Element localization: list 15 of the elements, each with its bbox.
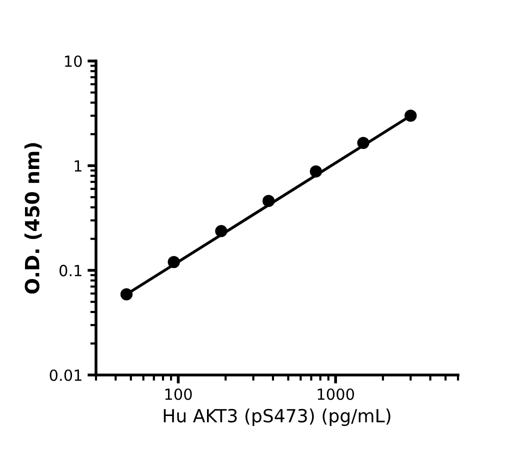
point	[168, 256, 180, 268]
x-tick-label: 100	[165, 388, 192, 400]
point	[215, 225, 228, 238]
y-axis-title: O.D. (450 nm)	[24, 143, 42, 294]
y-tick-label: 0.01	[50, 369, 82, 382]
point	[262, 194, 275, 208]
y-tick-label: 1	[74, 160, 82, 172]
point	[310, 165, 322, 178]
x-tick-label: 1000	[318, 388, 354, 400]
point	[357, 136, 370, 149]
y-tick-label: 10	[65, 55, 82, 68]
x-axis-title: Hu AKT3 (pS473) (pg/mL)	[164, 408, 390, 426]
y-tick-label: 0.1	[60, 264, 82, 276]
point	[404, 110, 417, 122]
point	[120, 288, 133, 300]
